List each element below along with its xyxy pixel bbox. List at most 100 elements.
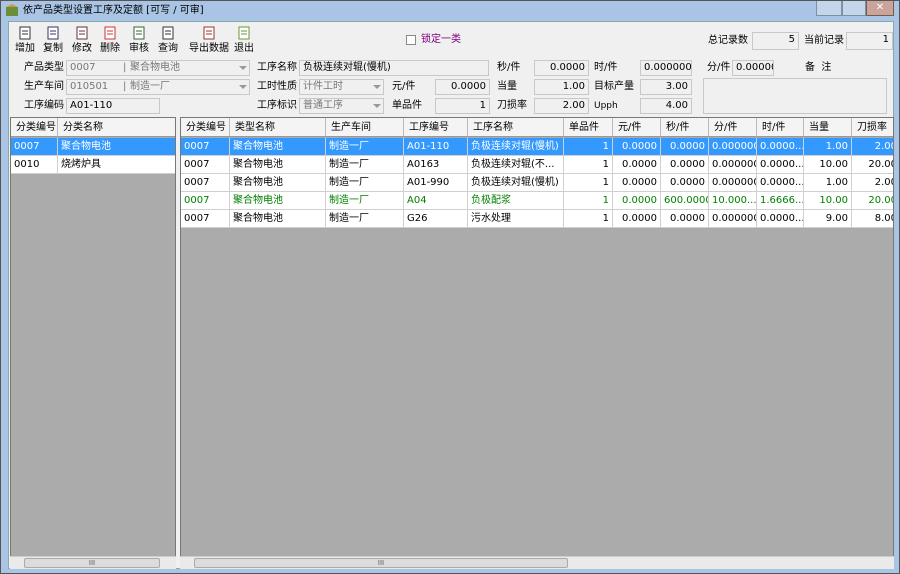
table-cell[interactable]: 0.0000: [613, 210, 661, 228]
table-cell[interactable]: 负极连续对辊(慢机): [468, 174, 564, 192]
table-cell[interactable]: 0007: [181, 210, 230, 228]
minimize-button[interactable]: [816, 1, 842, 16]
table-cell[interactable]: 0.0000000: [709, 210, 757, 228]
field-value[interactable]: 0.00000000: [640, 60, 692, 76]
table-cell[interactable]: 20.00: [852, 156, 893, 174]
table-cell[interactable]: 0007: [181, 138, 230, 156]
table-cell[interactable]: 0010: [11, 156, 58, 174]
toolbar-button[interactable]: 查询: [154, 26, 182, 55]
table-cell[interactable]: A01-110: [404, 138, 468, 156]
process-code[interactable]: A01-110: [66, 98, 160, 114]
toolbar-button[interactable]: 删除: [96, 26, 124, 55]
table-cell[interactable]: 1.00: [804, 138, 852, 156]
table-cell[interactable]: 0007: [181, 192, 230, 210]
toolbar-button[interactable]: 审核: [125, 26, 153, 55]
toolbar-label: 复制: [43, 43, 63, 54]
table-cell[interactable]: 0.0000000: [709, 174, 757, 192]
field-value[interactable]: 0.0000: [534, 60, 589, 76]
table-cell[interactable]: 负极配浆: [468, 192, 564, 210]
table-cell[interactable]: 0.0000000: [709, 156, 757, 174]
current-record-label: 当前记录: [804, 35, 844, 46]
table-cell[interactable]: 9.00: [804, 210, 852, 228]
table-cell[interactable]: 1: [564, 156, 613, 174]
table-cell[interactable]: 0.0000: [613, 174, 661, 192]
table-cell[interactable]: 1.6666...: [757, 192, 804, 210]
table-cell[interactable]: 0.0000: [661, 156, 709, 174]
table-cell[interactable]: 制造一厂: [326, 210, 404, 228]
field-value[interactable]: 0.000000: [732, 60, 774, 76]
h-scrollbar[interactable]: III: [10, 556, 176, 569]
table-cell[interactable]: 1.00: [804, 174, 852, 192]
field-value[interactable]: 2.00: [534, 98, 589, 114]
table-cell[interactable]: 制造一厂: [326, 192, 404, 210]
toolbar-button[interactable]: 复制: [39, 26, 67, 55]
table-cell[interactable]: 1: [564, 210, 613, 228]
table-cell[interactable]: 0.0000: [613, 156, 661, 174]
table-cell[interactable]: 烧烤炉具: [58, 156, 175, 174]
column-header: 刀损率: [852, 118, 893, 137]
table-cell[interactable]: 聚合物电池: [230, 210, 326, 228]
table-cell[interactable]: 聚合物电池: [230, 192, 326, 210]
table-cell[interactable]: 制造一厂: [326, 174, 404, 192]
table-cell[interactable]: 10.00: [804, 192, 852, 210]
toolbar-icon: [162, 26, 174, 40]
table-cell[interactable]: 10.00: [804, 156, 852, 174]
table-cell[interactable]: 聚合物电池: [58, 138, 175, 156]
table-cell[interactable]: 600.0000: [661, 192, 709, 210]
table-cell[interactable]: 1: [564, 174, 613, 192]
table-cell[interactable]: 制造一厂: [326, 156, 404, 174]
field-value[interactable]: 3.00: [640, 79, 692, 95]
toolbar-button[interactable]: 导出数据: [187, 26, 231, 55]
product-type-combo[interactable]: 0007 | 聚合物电池: [66, 60, 250, 76]
table-cell[interactable]: 0.0000...: [757, 156, 804, 174]
table-cell[interactable]: 1: [564, 138, 613, 156]
process-flag-combo[interactable]: 普通工序: [299, 98, 384, 114]
table-cell[interactable]: 制造一厂: [326, 138, 404, 156]
table-cell[interactable]: 污水处理: [468, 210, 564, 228]
field-label: 时/件: [594, 62, 618, 73]
table-cell[interactable]: 聚合物电池: [230, 156, 326, 174]
h-scrollbar[interactable]: III: [180, 556, 894, 569]
remark-box[interactable]: [703, 78, 887, 114]
table-cell[interactable]: 2.00: [852, 174, 893, 192]
field-value[interactable]: 0.0000: [435, 79, 490, 95]
table-cell[interactable]: 负极连续对辊(不...: [468, 156, 564, 174]
table-cell[interactable]: 负极连续对辊(慢机): [468, 138, 564, 156]
table-cell[interactable]: 0007: [11, 138, 58, 156]
table-cell[interactable]: 0.0000...: [757, 174, 804, 192]
hour-type-combo[interactable]: 计件工时: [299, 79, 384, 95]
table-cell[interactable]: 0.0000...: [757, 210, 804, 228]
table-cell[interactable]: 20.00: [852, 192, 893, 210]
table-cell[interactable]: G26: [404, 210, 468, 228]
table-cell[interactable]: 0007: [181, 156, 230, 174]
table-cell[interactable]: 2.00: [852, 138, 893, 156]
table-cell[interactable]: 聚合物电池: [230, 138, 326, 156]
table-cell[interactable]: 0.0000: [613, 192, 661, 210]
table-cell[interactable]: 0007: [181, 174, 230, 192]
workshop-combo[interactable]: 010501 | 制造一厂: [66, 79, 250, 95]
table-cell[interactable]: 0.0000...: [757, 138, 804, 156]
field-value[interactable]: 1: [435, 98, 490, 114]
table-cell[interactable]: A01-990: [404, 174, 468, 192]
maximize-button[interactable]: [842, 1, 866, 16]
toolbar-button[interactable]: 增加: [11, 26, 39, 55]
table-cell[interactable]: 8.00: [852, 210, 893, 228]
table-cell[interactable]: 聚合物电池: [230, 174, 326, 192]
process-name[interactable]: 负极连续对辊(慢机): [299, 60, 489, 76]
table-cell[interactable]: 0.0000: [661, 138, 709, 156]
table-cell[interactable]: 10.000...: [709, 192, 757, 210]
table-cell[interactable]: 1: [564, 192, 613, 210]
toolbar-button[interactable]: 退出: [230, 26, 258, 55]
lock-checkbox[interactable]: [406, 35, 416, 45]
table-cell[interactable]: A04: [404, 192, 468, 210]
table-cell[interactable]: 0.0000: [661, 174, 709, 192]
field-value[interactable]: 1.00: [534, 79, 589, 95]
toolbar-button[interactable]: 修改: [68, 26, 96, 55]
table-cell[interactable]: 0.0000: [613, 138, 661, 156]
close-button[interactable]: ✕: [866, 1, 894, 16]
field-value[interactable]: 4.00: [640, 98, 692, 114]
record-count-label: 总记录数: [708, 35, 748, 46]
table-cell[interactable]: A0163: [404, 156, 468, 174]
table-cell[interactable]: 0.0000000: [709, 138, 757, 156]
table-cell[interactable]: 0.0000: [661, 210, 709, 228]
